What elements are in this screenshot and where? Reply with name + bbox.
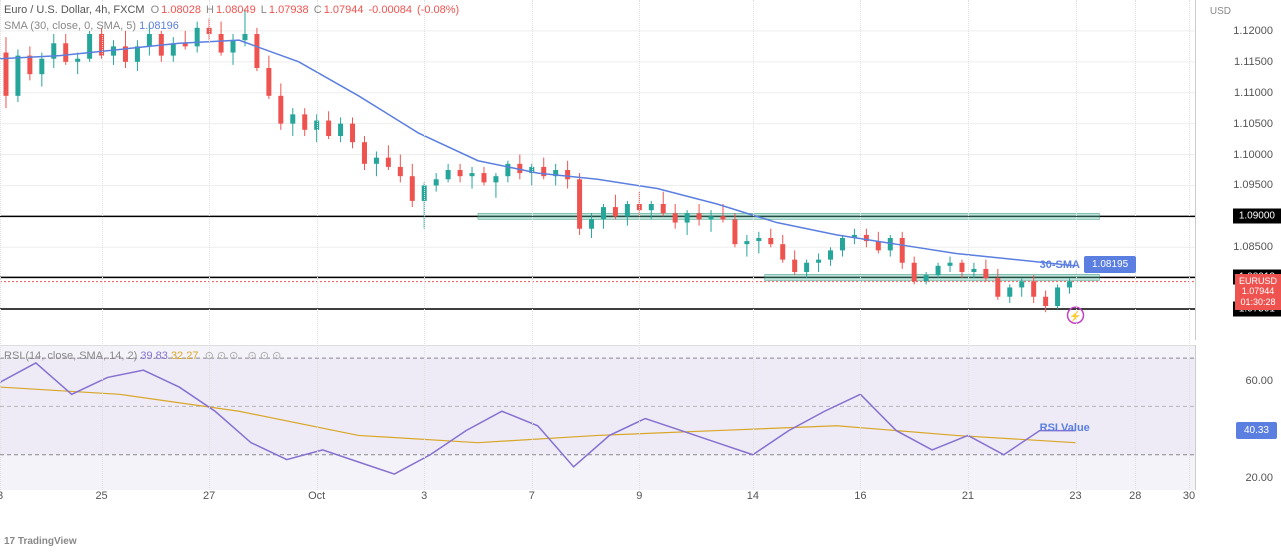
x-tick: 9 [636, 490, 642, 502]
x-tick: 16 [854, 490, 866, 502]
current-price-label: EURUSD1.0794401:30:28 [1235, 274, 1281, 310]
y-tick: 1.12000 [1233, 25, 1273, 37]
rsi-y-tick: 60.00 [1245, 375, 1273, 387]
ohlc-values: O1.08028 H1.08049 L1.07938 C1.07944 -0.0… [151, 4, 462, 16]
y-tick: 1.08500 [1233, 241, 1273, 253]
chart-container: Euro / U.S. Dollar, 4h, FXCM O1.08028 H1… [0, 0, 1281, 553]
y-tick: 1.11000 [1234, 87, 1273, 99]
rsi-pane[interactable]: RSI (14, close, SMA, 14, 2) 39.83 32.27 … [0, 345, 1195, 490]
x-tick: Oct [308, 490, 325, 502]
x-tick: 21 [962, 490, 974, 502]
y-axis-unit: USD [1210, 6, 1231, 17]
rsi-value-badge: 40.33 [1236, 424, 1277, 436]
x-tick: 25 [95, 490, 107, 502]
time-x-axis[interactable]: 3 25 27 Oct 3 7 9 14 16 21 23 28 30 [0, 490, 1195, 520]
price-y-axis[interactable]: USD 1.12000 1.11500 1.11000 1.10500 1.10000 1… [1195, 0, 1281, 340]
price-chart[interactable]: ⚡ [0, 0, 1195, 340]
x-tick: 30 [1183, 490, 1195, 502]
rsi-indicator-label[interactable]: RSI (14, close, SMA, 14, 2) 39.83 32.27 … [4, 349, 281, 362]
rsi-y-axis[interactable]: 60.0040.0020.0040.33 [1195, 345, 1281, 490]
symbol-title[interactable]: Euro / U.S. Dollar, 4h, FXCM [4, 4, 145, 16]
x-tick: 28 [1129, 490, 1141, 502]
y-tick: 1.10500 [1233, 118, 1273, 130]
x-tick: 3 [0, 490, 3, 502]
tradingview-logo[interactable]: 17 TradingView [4, 536, 77, 547]
price-level-label: 1.09000 [1233, 209, 1281, 224]
x-tick: 3 [421, 490, 427, 502]
y-tick: 1.09500 [1233, 179, 1273, 191]
x-tick: 27 [203, 490, 215, 502]
chart-header: Euro / U.S. Dollar, 4h, FXCM O1.08028 H1… [4, 4, 461, 16]
y-tick: 1.10000 [1233, 149, 1273, 161]
rsi-y-tick: 20.00 [1245, 472, 1273, 484]
x-tick: 7 [529, 490, 535, 502]
sma-annotation: 30-SMA1.08195 [1040, 256, 1137, 273]
y-tick: 1.11500 [1234, 56, 1273, 68]
x-tick: 23 [1069, 490, 1081, 502]
sma-indicator-label[interactable]: SMA (30, close, 0, SMA, 5) 1.08196 [4, 20, 179, 32]
rsi-annotation: RSI Value [1040, 422, 1094, 434]
x-tick: 14 [747, 490, 759, 502]
